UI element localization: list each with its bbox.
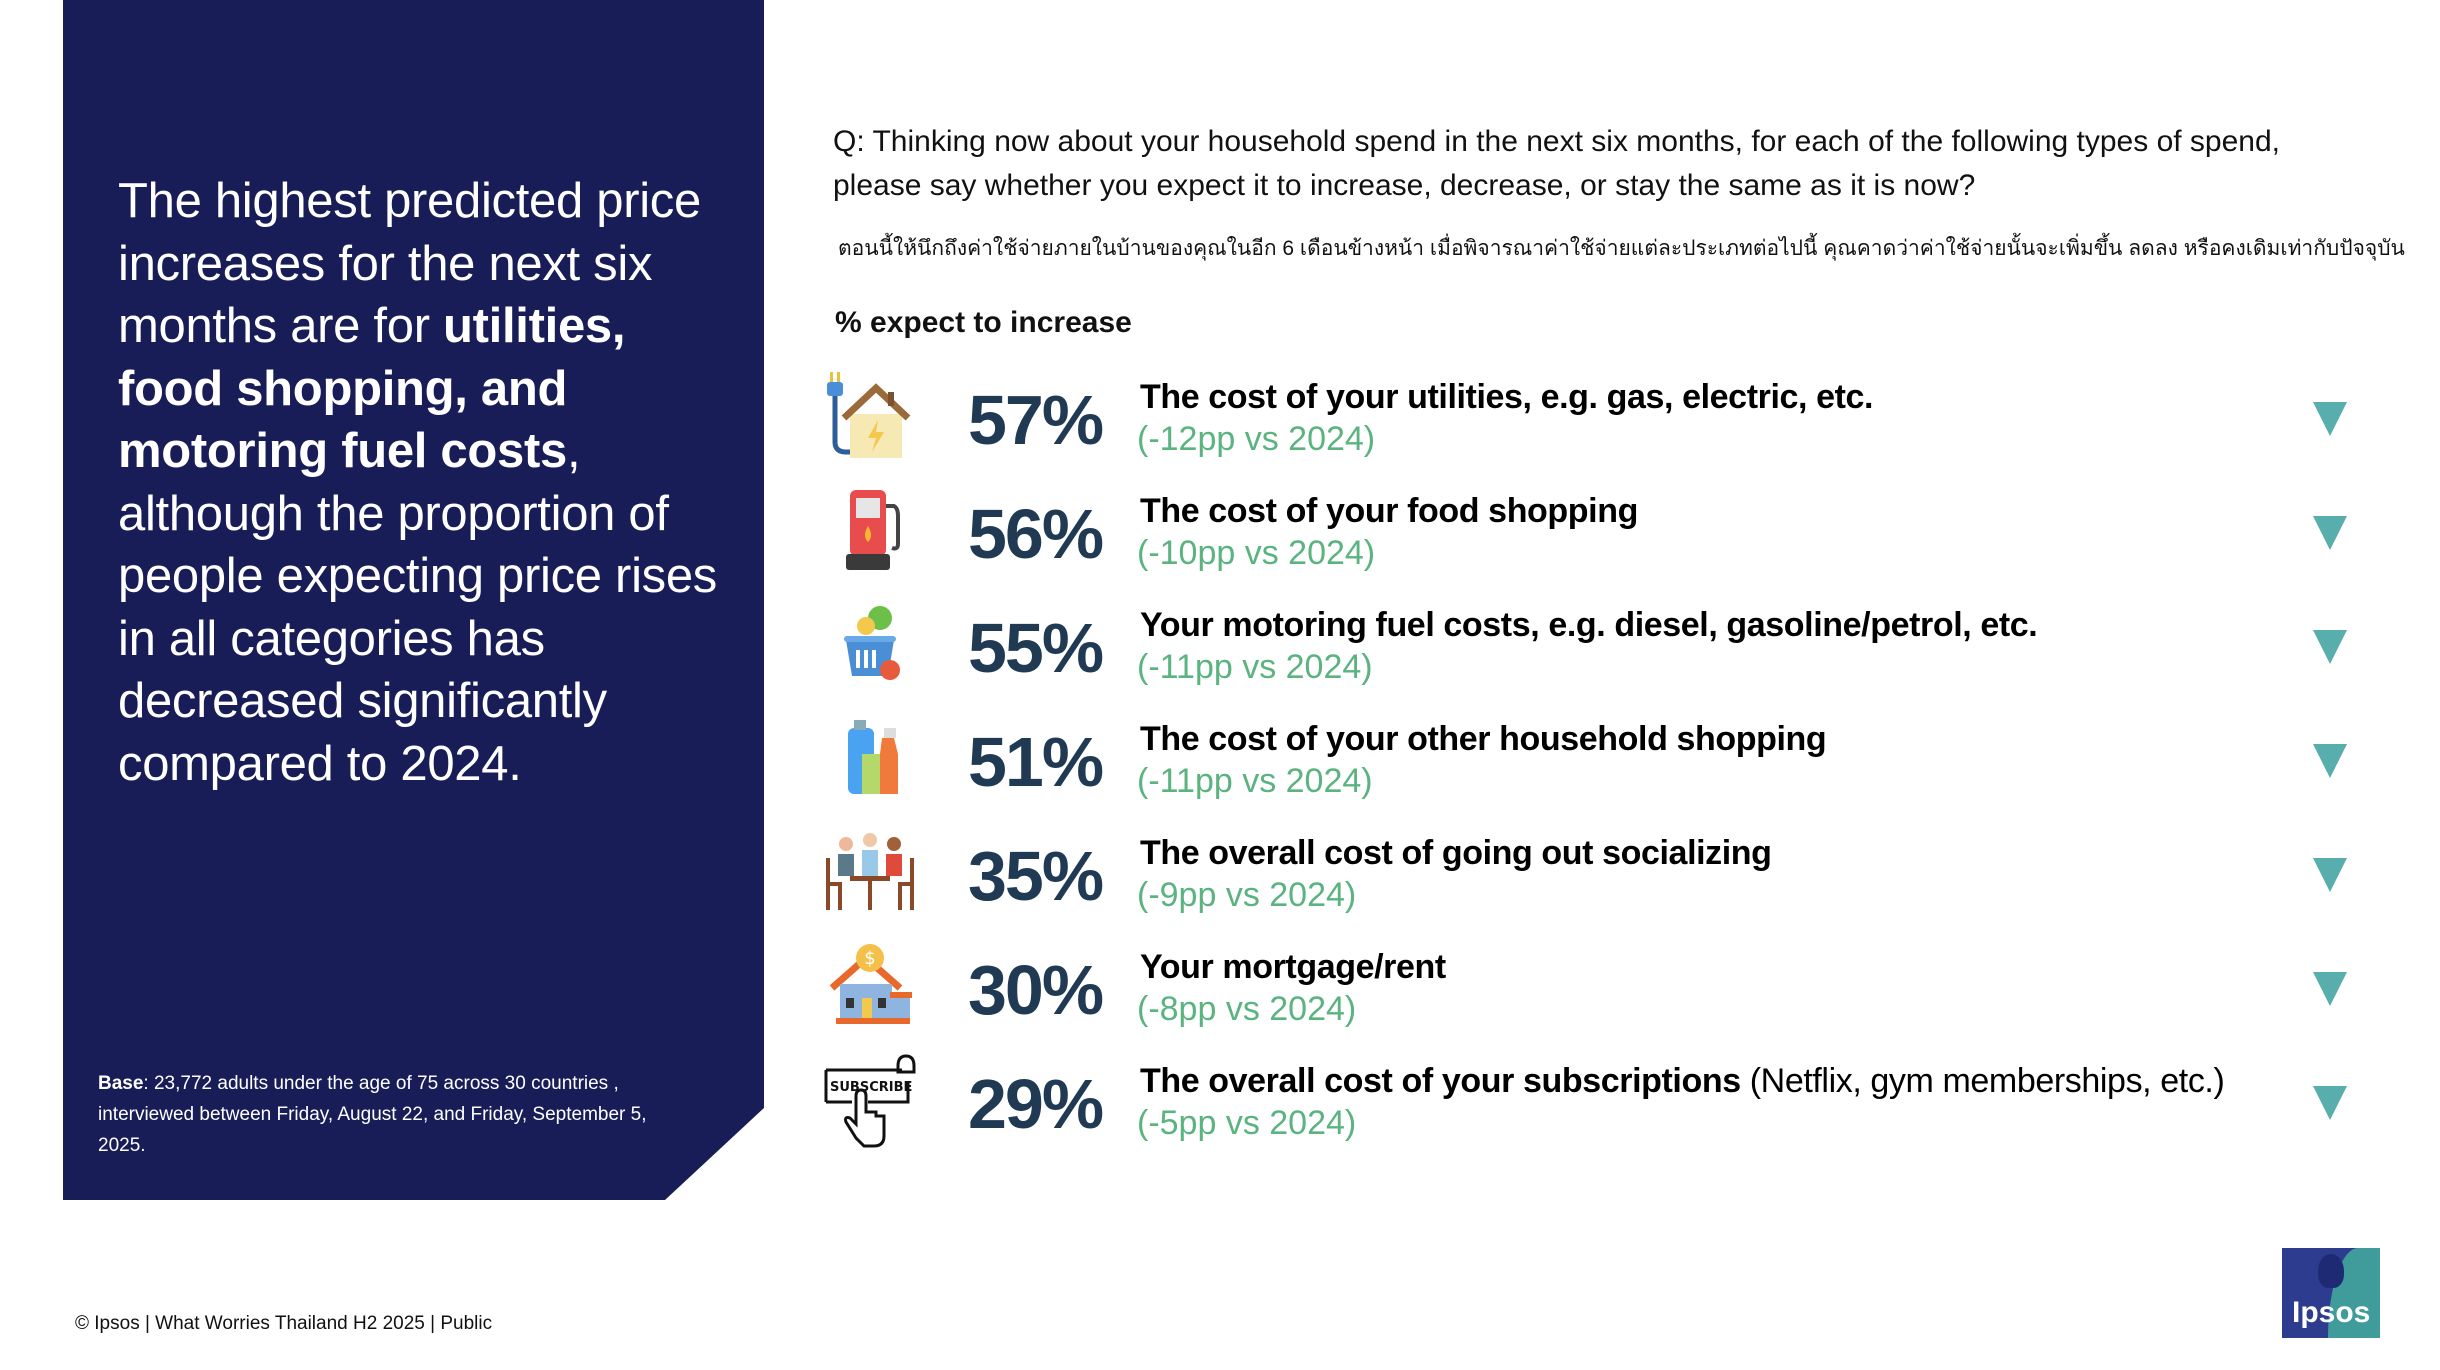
grocery-basket-icon	[844, 606, 900, 680]
down-triangle-icon	[2313, 516, 2347, 550]
question-english: Q: Thinking now about your household spe…	[833, 125, 2281, 202]
subscribe-button-icon: SUBSCRIBE	[824, 1054, 916, 1148]
list-item: 56% The cost of your food shopping (-10p…	[0, 486, 2440, 600]
list-item: $ 30% Your mortgage/rent (-8pp vs 2024)	[0, 942, 2440, 1056]
down-triangle-icon	[2313, 402, 2347, 436]
household-products-icon	[848, 720, 898, 794]
category-title: Your mortgage/rent	[1140, 948, 1446, 986]
change-vs-2024: (-12pp vs 2024)	[1137, 420, 1376, 458]
change-vs-2024: (-8pp vs 2024)	[1137, 990, 1357, 1028]
change-vs-2024: (-11pp vs 2024)	[1137, 648, 1373, 686]
fuel-pump-icon	[846, 490, 900, 570]
summary-panel	[63, 0, 764, 1200]
profile-silhouette-icon	[2318, 1254, 2344, 1288]
down-triangle-icon	[2313, 858, 2347, 892]
percent-value: 29%	[968, 1065, 1104, 1143]
change-vs-2024: (-11pp vs 2024)	[1137, 762, 1373, 800]
list-item: 51% The cost of your other household sho…	[0, 714, 2440, 828]
down-triangle-icon	[2313, 972, 2347, 1006]
down-triangle-icon	[2313, 630, 2347, 664]
change-vs-2024: (-9pp vs 2024)	[1137, 876, 1357, 914]
list-item: 57% The cost of your utilities, e.g. gas…	[0, 372, 2440, 486]
category-title-examples: (Netflix, gym memberships, etc.)	[1740, 1062, 2225, 1100]
category-title: The cost of your other household shoppin…	[1140, 720, 1827, 758]
headline-text: The highest predicted price increases fo…	[118, 174, 701, 353]
category-title: Your motoring fuel costs, e.g. diesel, g…	[1140, 606, 2038, 644]
change-vs-2024: (-5pp vs 2024)	[1137, 1104, 1357, 1142]
utilities-house-plug-icon	[827, 372, 911, 458]
headline-emphasis: utilities, food shopping, and motoring f…	[118, 299, 626, 478]
percent-value: 55%	[968, 609, 1104, 687]
list-item: 55% Your motoring fuel costs, e.g. diese…	[0, 600, 2440, 714]
base-text: : 23,772 adults under the age of 75 acro…	[98, 1073, 647, 1156]
people-at-table-icon	[826, 833, 914, 910]
list-item: 35% The overall cost of going out social…	[0, 828, 2440, 942]
category-title: The cost of your utilities, e.g. gas, el…	[1140, 378, 1874, 416]
down-triangle-icon	[2313, 1086, 2347, 1120]
base-note: Base: 23,772 adults under the age of 75 …	[98, 1068, 698, 1161]
footer-copyright: © Ipsos | What Worries Thailand H2 2025 …	[75, 1313, 493, 1334]
percent-value: 56%	[968, 495, 1104, 573]
ipsos-logo: Ipsos	[2282, 1248, 2380, 1338]
down-triangle-icon	[2313, 744, 2347, 778]
svg-text:SUBSCRIBE: SUBSCRIBE	[830, 1080, 912, 1095]
category-title: The cost of your food shopping	[1140, 492, 1638, 530]
base-label: Base	[98, 1073, 144, 1094]
headline: The highest predicted price increases fo…	[118, 170, 738, 795]
svg-text:$: $	[864, 948, 875, 969]
percent-value: 51%	[968, 723, 1104, 801]
percent-value: 30%	[968, 951, 1104, 1029]
list-item: SUBSCRIBE 29% The overall cost of your s…	[0, 1054, 2440, 1170]
change-vs-2024: (-10pp vs 2024)	[1137, 534, 1376, 572]
percent-value: 57%	[968, 381, 1104, 459]
question-thai: ตอนนี้ให้นึกถึงค่าใช้จ่ายภายในบ้านของคุณ…	[838, 237, 2405, 260]
house-dollar-icon: $	[829, 944, 912, 1024]
category-title: The overall cost of going out socializin…	[1140, 834, 1772, 872]
measure-label: % expect to increase	[835, 306, 1132, 339]
percent-value: 35%	[968, 837, 1104, 915]
headline-text-continued: , although the proportion of people expe…	[118, 424, 718, 791]
logo-text: Ipsos	[2292, 1296, 2371, 1329]
category-title: The overall cost of your subscriptions (…	[1140, 1062, 2225, 1100]
